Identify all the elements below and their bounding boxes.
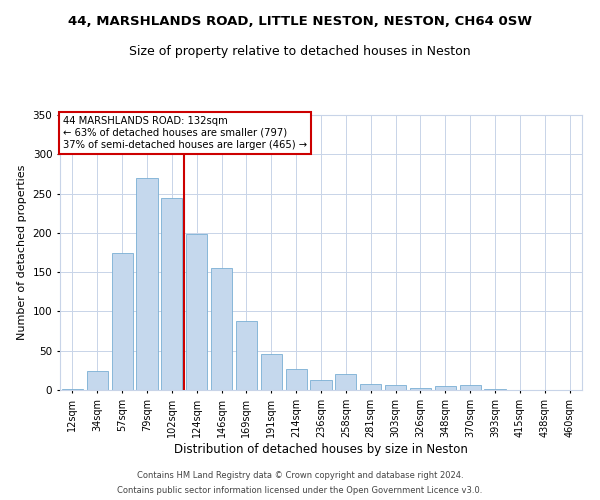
Bar xyxy=(112,252,133,390)
Bar xyxy=(310,380,332,390)
Text: 44, MARSHLANDS ROAD, LITTLE NESTON, NESTON, CH64 0SW: 44, MARSHLANDS ROAD, LITTLE NESTON, NEST… xyxy=(68,15,532,28)
Text: Size of property relative to detached houses in Neston: Size of property relative to detached ho… xyxy=(129,45,471,58)
Bar xyxy=(410,388,431,390)
Bar xyxy=(460,386,481,390)
Bar xyxy=(236,321,257,390)
Text: Contains HM Land Registry data © Crown copyright and database right 2024.: Contains HM Land Registry data © Crown c… xyxy=(137,471,463,480)
Bar xyxy=(261,354,282,390)
Bar xyxy=(286,369,307,390)
Bar xyxy=(87,371,108,390)
Bar xyxy=(136,178,158,390)
Bar xyxy=(385,384,406,390)
Bar xyxy=(335,374,356,390)
Text: Contains public sector information licensed under the Open Government Licence v3: Contains public sector information licen… xyxy=(118,486,482,495)
Bar xyxy=(360,384,381,390)
Bar xyxy=(186,234,207,390)
Bar xyxy=(435,386,456,390)
Bar xyxy=(484,389,506,390)
X-axis label: Distribution of detached houses by size in Neston: Distribution of detached houses by size … xyxy=(174,442,468,456)
Bar xyxy=(62,389,83,390)
Bar xyxy=(211,268,232,390)
Y-axis label: Number of detached properties: Number of detached properties xyxy=(17,165,27,340)
Bar xyxy=(161,198,182,390)
Text: 44 MARSHLANDS ROAD: 132sqm
← 63% of detached houses are smaller (797)
37% of sem: 44 MARSHLANDS ROAD: 132sqm ← 63% of deta… xyxy=(62,116,307,150)
